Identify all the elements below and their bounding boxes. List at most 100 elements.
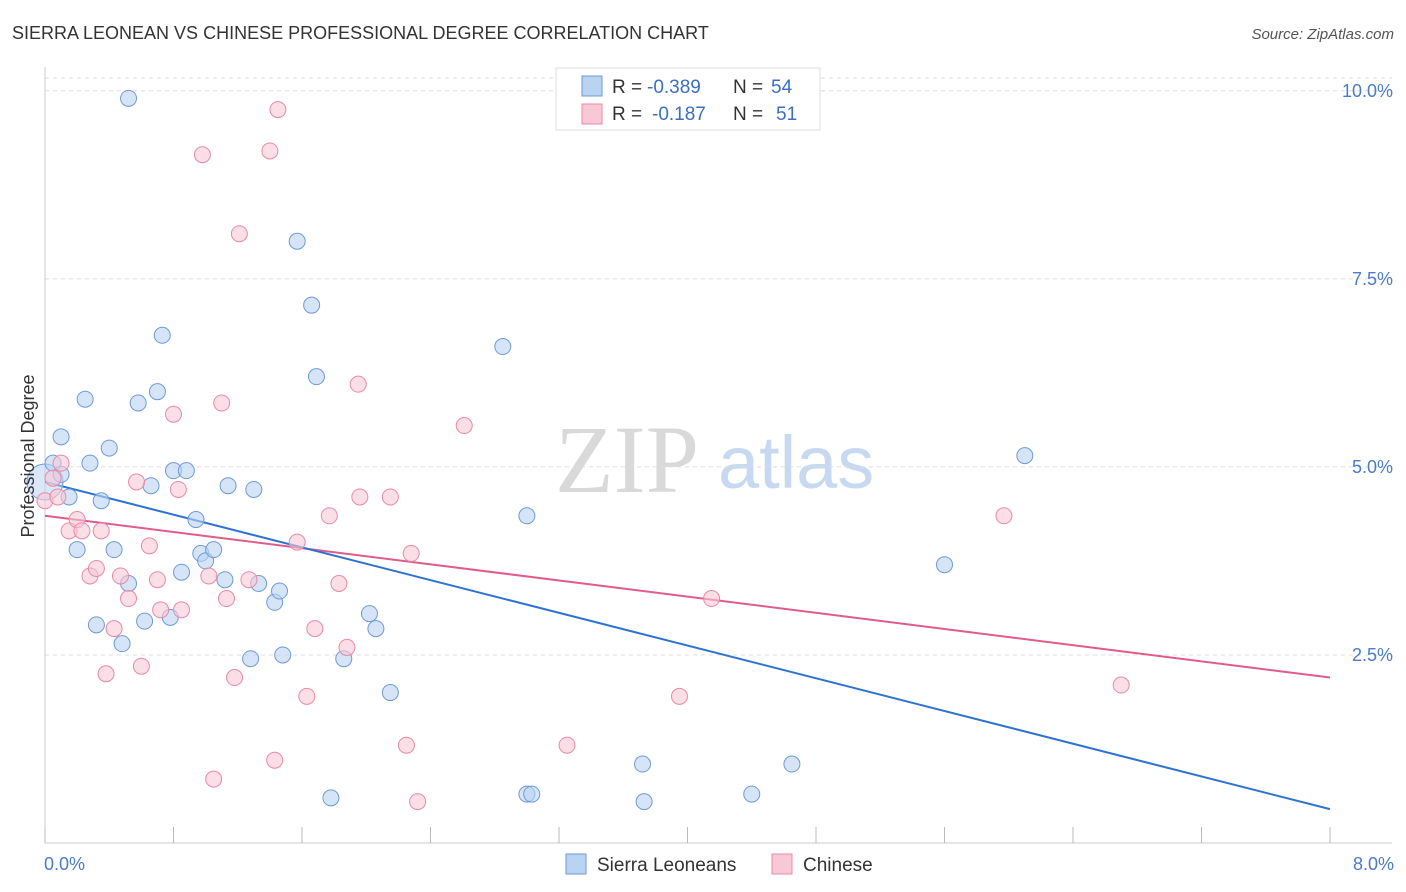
bottom-legend-swatch-pink bbox=[771, 853, 793, 875]
point-sierra-leoneans-34 bbox=[288, 232, 306, 250]
legend-n-value-2: 51 bbox=[776, 104, 797, 125]
point-chinese-20 bbox=[193, 146, 211, 164]
point-sierra-leoneans-42 bbox=[494, 338, 512, 356]
point-sierra-leoneans-8 bbox=[92, 492, 110, 510]
chart-title: SIERRA LEONEAN VS CHINESE PROFESSIONAL D… bbox=[12, 23, 709, 43]
axes bbox=[44, 67, 1392, 844]
point-chinese-42 bbox=[409, 793, 427, 811]
y-tick-label-3: 10.0% bbox=[1342, 81, 1393, 101]
point-sierra-leoneans-21 bbox=[177, 462, 195, 480]
point-chinese-38 bbox=[351, 488, 369, 506]
legend-r-label-1: R = bbox=[612, 77, 642, 98]
point-sierra-leoneans-26 bbox=[216, 571, 234, 589]
point-sierra-leoneans-10 bbox=[105, 541, 123, 559]
point-sierra-leoneans-2 bbox=[52, 428, 70, 446]
point-chinese-44 bbox=[558, 736, 576, 754]
point-chinese-17 bbox=[165, 405, 182, 423]
point-sierra-leoneans-49 bbox=[783, 755, 801, 773]
chart-source: Source: ZipAtlas.com bbox=[1251, 26, 1394, 43]
legend-swatch-blue bbox=[581, 75, 603, 97]
point-sierra-leoneans-43 bbox=[518, 507, 536, 525]
point-sierra-leoneans-5 bbox=[76, 390, 94, 408]
point-sierra-leoneans-22 bbox=[187, 511, 205, 529]
point-chinese-40 bbox=[397, 736, 415, 754]
point-chinese-33 bbox=[306, 620, 324, 638]
point-chinese-18 bbox=[169, 480, 187, 498]
legend-swatch-pink bbox=[581, 103, 603, 125]
point-chinese-28 bbox=[261, 142, 279, 160]
series-chinese bbox=[36, 101, 1130, 811]
point-sierra-leoneans-17 bbox=[153, 326, 171, 344]
point-sierra-leoneans-35 bbox=[303, 296, 321, 314]
point-sierra-leoneans-13 bbox=[129, 394, 147, 412]
point-chinese-32 bbox=[298, 687, 316, 705]
trend-line-sierra-leoneans bbox=[44, 480, 1331, 811]
point-chinese-22 bbox=[205, 770, 223, 788]
watermark-atlas: atlas bbox=[718, 421, 874, 504]
point-chinese-30 bbox=[269, 101, 287, 119]
point-sierra-leoneans-36 bbox=[307, 368, 325, 386]
trend-lines bbox=[44, 480, 1331, 811]
grid-lines bbox=[45, 77, 1392, 656]
point-chinese-45 bbox=[670, 687, 688, 705]
point-sierra-leoneans-25 bbox=[205, 541, 223, 559]
point-chinese-25 bbox=[226, 669, 244, 687]
point-chinese-23 bbox=[213, 394, 231, 412]
bottom-legend: Sierra Leoneans Chinese bbox=[565, 853, 873, 876]
point-sierra-leoneans-52 bbox=[120, 89, 138, 107]
bottom-legend-label-sierra-leoneans: Sierra Leoneans bbox=[597, 855, 736, 876]
point-chinese-29 bbox=[266, 751, 284, 769]
point-chinese-24 bbox=[218, 590, 236, 608]
y-tick-label-2: 7.5% bbox=[1352, 269, 1393, 289]
legend-n-label-1: N = bbox=[733, 77, 763, 98]
point-chinese-48 bbox=[1112, 676, 1130, 694]
watermark-zip: ZIP bbox=[555, 406, 699, 513]
point-chinese-31 bbox=[288, 533, 306, 551]
legend-box: R = -0.389 N = 54 R = -0.187 N = 51 bbox=[555, 67, 821, 131]
point-chinese-43 bbox=[455, 417, 473, 435]
x-tick-label-max: 8.0% bbox=[1353, 854, 1394, 874]
legend-r-value-1: -0.389 bbox=[647, 77, 701, 98]
point-chinese-13 bbox=[132, 657, 150, 675]
x-tick-label-min: 0.0% bbox=[44, 854, 85, 874]
point-sierra-leoneans-14 bbox=[136, 612, 154, 630]
point-chinese-26 bbox=[230, 225, 248, 243]
point-chinese-47 bbox=[995, 507, 1013, 525]
point-sierra-leoneans-15 bbox=[142, 477, 160, 495]
bottom-legend-swatch-blue bbox=[565, 853, 587, 875]
point-chinese-6 bbox=[87, 559, 105, 577]
point-sierra-leoneans-40 bbox=[381, 684, 399, 702]
point-sierra-leoneans-20 bbox=[173, 563, 191, 581]
point-sierra-leoneans-51 bbox=[1016, 447, 1034, 465]
point-chinese-1 bbox=[52, 454, 70, 472]
series-sierra-leoneans bbox=[26, 89, 1034, 811]
point-chinese-50 bbox=[49, 488, 67, 506]
point-chinese-16 bbox=[152, 601, 170, 619]
point-chinese-35 bbox=[330, 574, 348, 592]
point-sierra-leoneans-32 bbox=[271, 582, 289, 600]
point-chinese-9 bbox=[105, 620, 123, 638]
point-sierra-leoneans-27 bbox=[219, 477, 237, 495]
point-chinese-37 bbox=[349, 375, 367, 393]
point-sierra-leoneans-45 bbox=[523, 785, 541, 803]
legend-r-label-2: R = bbox=[612, 104, 642, 125]
point-sierra-leoneans-7 bbox=[87, 616, 105, 634]
bottom-legend-label-chinese: Chinese bbox=[803, 855, 873, 876]
point-chinese-27 bbox=[240, 571, 258, 589]
point-sierra-leoneans-29 bbox=[245, 480, 263, 498]
point-chinese-4 bbox=[73, 522, 91, 540]
point-chinese-8 bbox=[97, 665, 115, 683]
point-sierra-leoneans-4 bbox=[68, 541, 86, 559]
point-chinese-41 bbox=[402, 544, 420, 562]
legend-r-value-2: -0.187 bbox=[652, 104, 706, 125]
point-chinese-14 bbox=[140, 537, 158, 555]
point-chinese-46 bbox=[703, 590, 721, 608]
legend-n-value-1: 54 bbox=[771, 77, 793, 98]
point-sierra-leoneans-9 bbox=[100, 439, 118, 457]
point-chinese-36 bbox=[338, 638, 356, 656]
point-chinese-15 bbox=[148, 571, 166, 589]
point-chinese-7 bbox=[92, 522, 110, 540]
legend-n-label-2: N = bbox=[733, 104, 763, 125]
point-sierra-leoneans-16 bbox=[148, 383, 166, 401]
